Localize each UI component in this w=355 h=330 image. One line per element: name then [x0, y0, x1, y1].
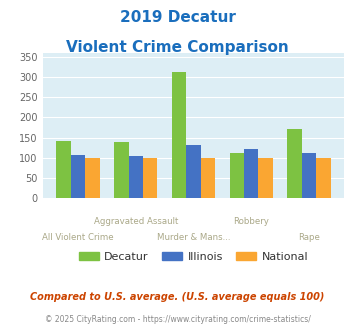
- Text: © 2025 CityRating.com - https://www.cityrating.com/crime-statistics/: © 2025 CityRating.com - https://www.city…: [45, 315, 310, 324]
- Bar: [143, 158, 157, 198]
- Bar: [172, 72, 186, 198]
- Bar: [287, 129, 302, 198]
- Bar: [258, 158, 273, 198]
- Bar: [302, 153, 316, 198]
- Bar: [56, 141, 71, 198]
- Text: All Violent Crime: All Violent Crime: [42, 233, 114, 242]
- Text: 2019 Decatur: 2019 Decatur: [120, 10, 235, 25]
- Legend: Decatur, Illinois, National: Decatur, Illinois, National: [74, 247, 313, 266]
- Bar: [186, 145, 201, 198]
- Text: Compared to U.S. average. (U.S. average equals 100): Compared to U.S. average. (U.S. average …: [30, 292, 325, 302]
- Text: Murder & Mans...: Murder & Mans...: [157, 233, 230, 242]
- Bar: [71, 155, 85, 198]
- Text: Violent Crime Comparison: Violent Crime Comparison: [66, 40, 289, 54]
- Bar: [244, 149, 258, 198]
- Text: Aggravated Assault: Aggravated Assault: [93, 217, 178, 226]
- Text: Rape: Rape: [298, 233, 320, 242]
- Bar: [201, 158, 215, 198]
- Bar: [129, 156, 143, 198]
- Bar: [85, 158, 100, 198]
- Bar: [114, 142, 129, 198]
- Bar: [230, 153, 244, 198]
- Text: Robbery: Robbery: [233, 217, 269, 226]
- Bar: [316, 158, 331, 198]
